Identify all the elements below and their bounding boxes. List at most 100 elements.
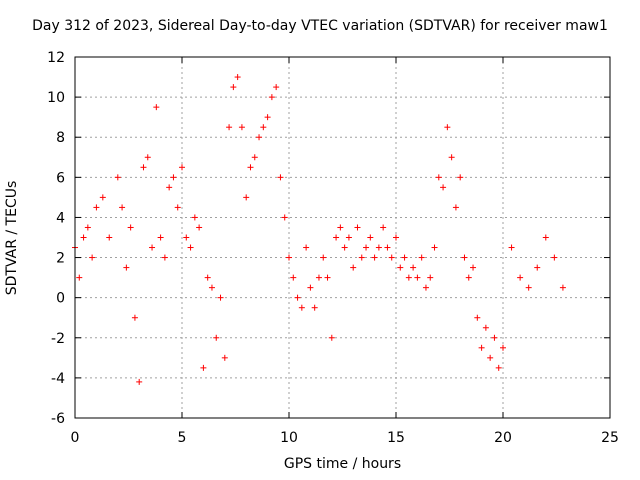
- data-point: [260, 124, 267, 131]
- data-point: [371, 254, 378, 261]
- data-point: [230, 84, 237, 91]
- data-point: [491, 334, 498, 341]
- data-point: [452, 204, 459, 211]
- chart-title: Day 312 of 2023, Sidereal Day-to-day VTE…: [32, 18, 608, 34]
- data-point: [208, 284, 215, 291]
- data-point: [410, 264, 417, 271]
- y-axis-label: SDTVAR / TECUs: [4, 180, 20, 296]
- data-point: [221, 354, 228, 361]
- x-tick-label: 20: [494, 430, 512, 446]
- data-point: [196, 224, 203, 231]
- data-point: [179, 164, 185, 171]
- data-point: [136, 378, 143, 385]
- data-point: [363, 244, 370, 251]
- data-point: [474, 314, 481, 321]
- y-tick-label: -2: [51, 331, 65, 347]
- data-point: [500, 344, 506, 351]
- data-point: [328, 334, 335, 341]
- plot-frame: [74, 56, 611, 419]
- data-point: [320, 254, 327, 261]
- data-point: [324, 274, 331, 281]
- data-point: [286, 254, 292, 261]
- data-point: [461, 254, 468, 261]
- data-point: [401, 254, 408, 261]
- data-point: [174, 204, 181, 211]
- x-tick-label: 5: [178, 430, 187, 446]
- data-point: [388, 254, 395, 261]
- data-point: [161, 254, 168, 261]
- data-point: [294, 294, 301, 301]
- axis-ticks: 0 5 10 15 20 25 -6 -4 -2 0 2 4 6 8 10 12: [47, 50, 619, 446]
- data-point: [187, 244, 194, 251]
- data-point: [123, 264, 130, 271]
- data-point: [84, 224, 91, 231]
- data-point: [470, 264, 477, 271]
- data-point: [251, 154, 258, 161]
- data-point: [153, 104, 160, 111]
- data-point: [375, 244, 382, 251]
- y-tick-label: 10: [47, 90, 65, 106]
- data-point: [448, 154, 455, 161]
- data-point: [273, 84, 280, 91]
- data-point: [157, 234, 164, 241]
- data-point: [119, 204, 126, 211]
- x-tick-label: 25: [601, 430, 619, 446]
- data-point: [307, 284, 314, 291]
- data-point: [487, 354, 494, 361]
- data-point: [204, 274, 211, 281]
- data-point: [393, 234, 399, 241]
- data-points: [72, 74, 566, 385]
- data-point: [440, 184, 447, 191]
- data-point: [213, 334, 220, 341]
- data-point: [333, 234, 340, 241]
- data-point: [106, 234, 113, 241]
- data-point: [114, 174, 121, 181]
- data-point: [183, 234, 190, 241]
- data-point: [354, 224, 361, 231]
- data-point: [551, 254, 558, 261]
- data-point: [238, 124, 245, 131]
- data-point: [542, 234, 549, 241]
- data-point: [367, 234, 374, 241]
- data-point: [457, 174, 464, 181]
- data-point: [144, 154, 151, 161]
- data-point: [89, 254, 96, 261]
- data-point: [337, 224, 344, 231]
- data-point: [397, 264, 404, 271]
- y-tick-label: 12: [47, 50, 65, 66]
- data-point: [243, 194, 250, 201]
- data-point: [517, 274, 524, 281]
- data-point: [478, 344, 485, 351]
- data-point: [149, 244, 156, 251]
- data-point: [76, 274, 83, 281]
- data-point: [277, 174, 284, 181]
- data-point: [217, 294, 224, 301]
- data-point: [315, 274, 322, 281]
- y-tick-label: 4: [56, 210, 65, 226]
- data-point: [358, 254, 365, 261]
- data-point: [418, 254, 425, 261]
- data-point: [435, 174, 442, 181]
- data-point: [482, 324, 489, 331]
- y-tick-label: 0: [56, 291, 65, 307]
- data-point: [534, 264, 541, 271]
- data-point: [80, 234, 87, 241]
- data-point: [131, 314, 138, 321]
- data-point: [414, 274, 421, 281]
- data-point: [281, 214, 288, 221]
- data-point: [140, 164, 147, 171]
- data-point: [93, 204, 100, 211]
- data-point: [495, 364, 502, 371]
- data-point: [508, 244, 515, 251]
- data-point: [234, 74, 241, 81]
- data-point: [380, 224, 387, 231]
- data-point: [256, 134, 263, 141]
- y-tick-label: 6: [56, 170, 65, 186]
- data-point: [444, 124, 451, 131]
- data-point: [264, 114, 271, 121]
- x-tick-label: 15: [387, 430, 405, 446]
- data-point: [422, 284, 429, 291]
- y-tick-label: 8: [56, 130, 65, 146]
- x-tick-label: 10: [280, 430, 298, 446]
